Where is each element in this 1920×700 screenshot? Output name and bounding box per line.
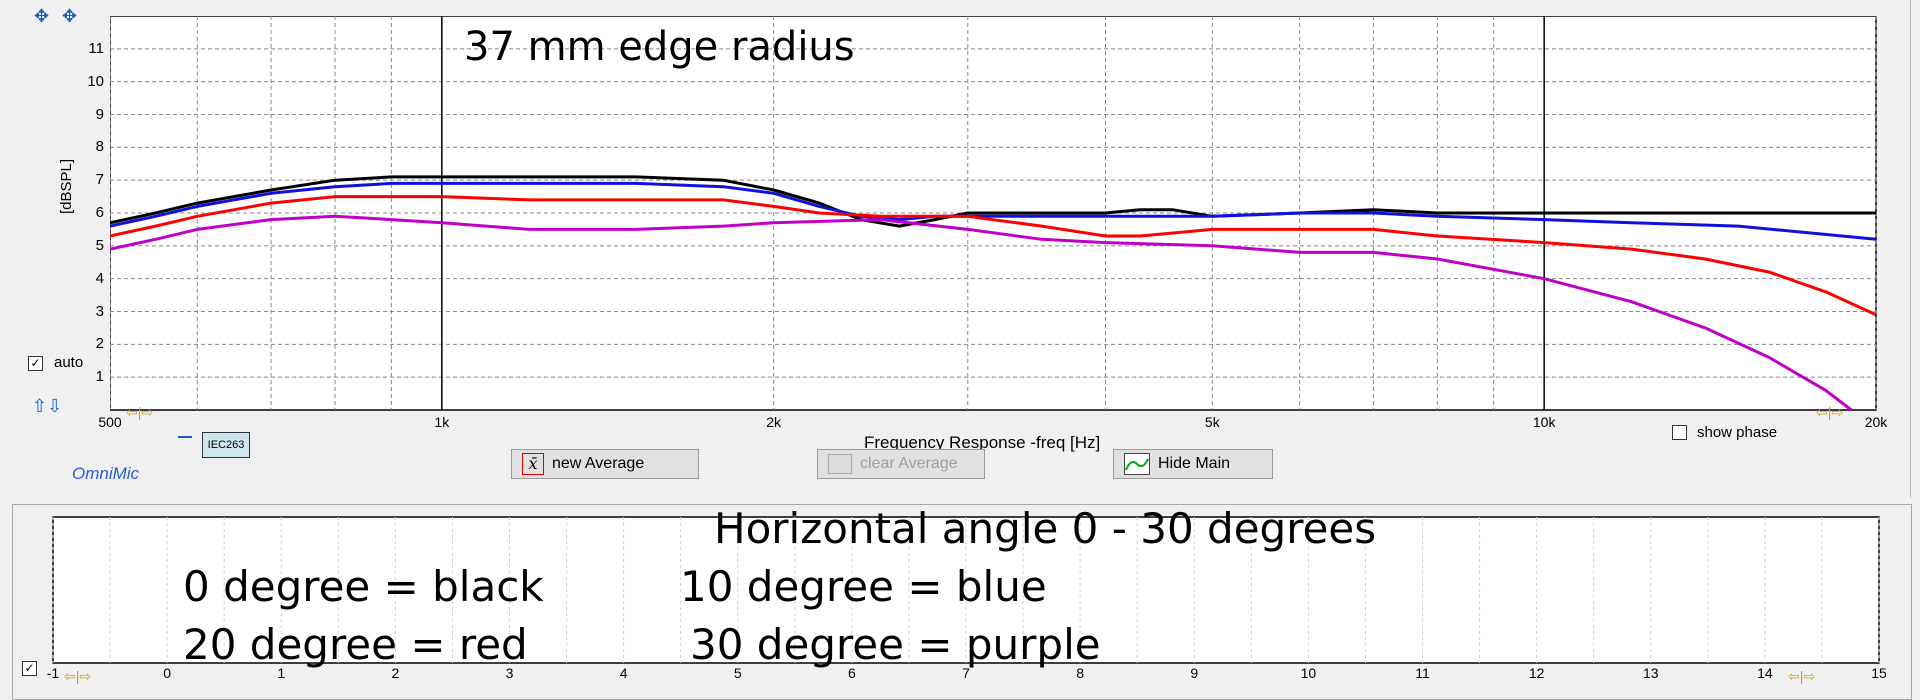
average-icon: x̄ <box>522 453 544 475</box>
x-tick-label: 5k <box>1204 414 1220 430</box>
impulse-checkbox[interactable]: ✓ <box>22 661 37 676</box>
mic-badge[interactable]: IEC263 <box>202 432 250 458</box>
impulse-x-tick-label: 12 <box>1528 665 1545 681</box>
y-tick-label: 2 <box>95 335 104 353</box>
impulse-x-tick-label: 1 <box>277 665 286 681</box>
impulse-x-tick-label: 6 <box>847 665 856 681</box>
zoom-out-icon[interactable]: ✥ <box>62 6 78 26</box>
y-tick-label: 9 <box>95 105 104 123</box>
impulse-title: Horizontal angle 0 - 30 degrees <box>714 504 1377 553</box>
impulse-x-tick-label: 15 <box>1871 665 1887 681</box>
series-line-3 <box>110 214 1853 412</box>
impulse-x-tick-label: 2 <box>391 665 400 681</box>
pan-left-icon[interactable]: ⇦|⇨ <box>126 404 154 420</box>
x-tick-label: 500 <box>98 414 122 430</box>
scale-up-icon[interactable]: ⇧⇩ <box>32 396 63 416</box>
y-tick-label: 4 <box>95 269 104 287</box>
y-tick-label: 10 <box>87 72 104 90</box>
show-phase-label: show phase <box>1697 424 1778 441</box>
hide-main-label: Hide Main <box>1158 455 1231 472</box>
impulse-x-tick-label: 3 <box>505 665 514 681</box>
y-tick-label: 5 <box>95 236 104 254</box>
x-axis-label: Frequency Response -freq [Hz] <box>864 433 1101 452</box>
series-line-1 <box>110 181 1877 241</box>
impulse-x-tick-label: 7 <box>962 665 970 681</box>
y-tick-label: 8 <box>95 138 104 156</box>
series-line-0 <box>110 175 1876 228</box>
impulse-x-tick-label: -1 <box>46 665 60 681</box>
legend-line-2-right: 30 degree = purple <box>690 620 1101 669</box>
impulse-x-tick-label: 13 <box>1642 665 1659 681</box>
legend-line-1-right: 10 degree = blue <box>680 562 1047 611</box>
impulse-x-tick-label: 14 <box>1757 665 1773 681</box>
impulse-pan-left-icon[interactable]: ⇦|⇨ <box>64 668 92 684</box>
y-tick-label: 7 <box>95 171 104 189</box>
impulse-pan-right-icon[interactable]: ⇦|⇨ <box>1788 668 1816 684</box>
new-average-label: new Average <box>552 455 645 472</box>
impulse-response-plot <box>52 516 1880 664</box>
x-tick-label: 1k <box>434 414 450 430</box>
impulse-x-tick-label: 11 <box>1415 665 1430 681</box>
x-tick-label: 20k <box>1864 414 1888 430</box>
curve-icon <box>1124 453 1150 475</box>
impulse-x-tick-label: 4 <box>619 665 628 681</box>
x-tick-label: 10k <box>1532 414 1556 430</box>
auto-checkbox[interactable]: ✓ <box>28 356 43 371</box>
impulse-x-tick-label: 9 <box>1190 665 1199 681</box>
frequency-response-plot: 37 mm edge radius <box>110 16 1877 412</box>
omnimic-label: OmniMic <box>72 464 140 483</box>
legend-line-1-left: 0 degree = black <box>183 562 544 611</box>
y-tick-label: 1 <box>95 368 104 386</box>
legend-line-2-left: 20 degree = red <box>183 620 528 669</box>
impulse-x-tick-label: 8 <box>1076 665 1085 681</box>
x-tick-label: 2k <box>766 414 782 430</box>
impulse-x-tick-label: 0 <box>163 665 172 681</box>
clear-average-label: clear Average <box>860 455 958 472</box>
clear-icon <box>828 454 852 474</box>
hide-main-button[interactable]: Hide Main <box>1113 449 1273 479</box>
y-tick-label: 11 <box>88 39 104 57</box>
y-axis-label: [dBSPL] <box>58 158 75 214</box>
clear-average-button[interactable]: clear Average <box>817 449 985 479</box>
show-phase-checkbox[interactable] <box>1672 425 1687 440</box>
mic-legend-swatch <box>178 436 192 438</box>
y-tick-label: 3 <box>95 302 104 320</box>
new-average-button[interactable]: x̄ new Average <box>511 449 699 479</box>
chart-annotation: 37 mm edge radius <box>464 24 855 70</box>
y-tick-label: 6 <box>95 204 104 221</box>
pan-right-icon[interactable]: ⇦|⇨ <box>1816 404 1844 420</box>
series-line-2 <box>110 195 1877 317</box>
impulse-x-tick-label: 5 <box>733 665 742 681</box>
zoom-in-icon[interactable]: ✥ <box>34 6 50 26</box>
auto-label: auto <box>54 354 84 371</box>
impulse-x-tick-label: 10 <box>1300 665 1317 681</box>
